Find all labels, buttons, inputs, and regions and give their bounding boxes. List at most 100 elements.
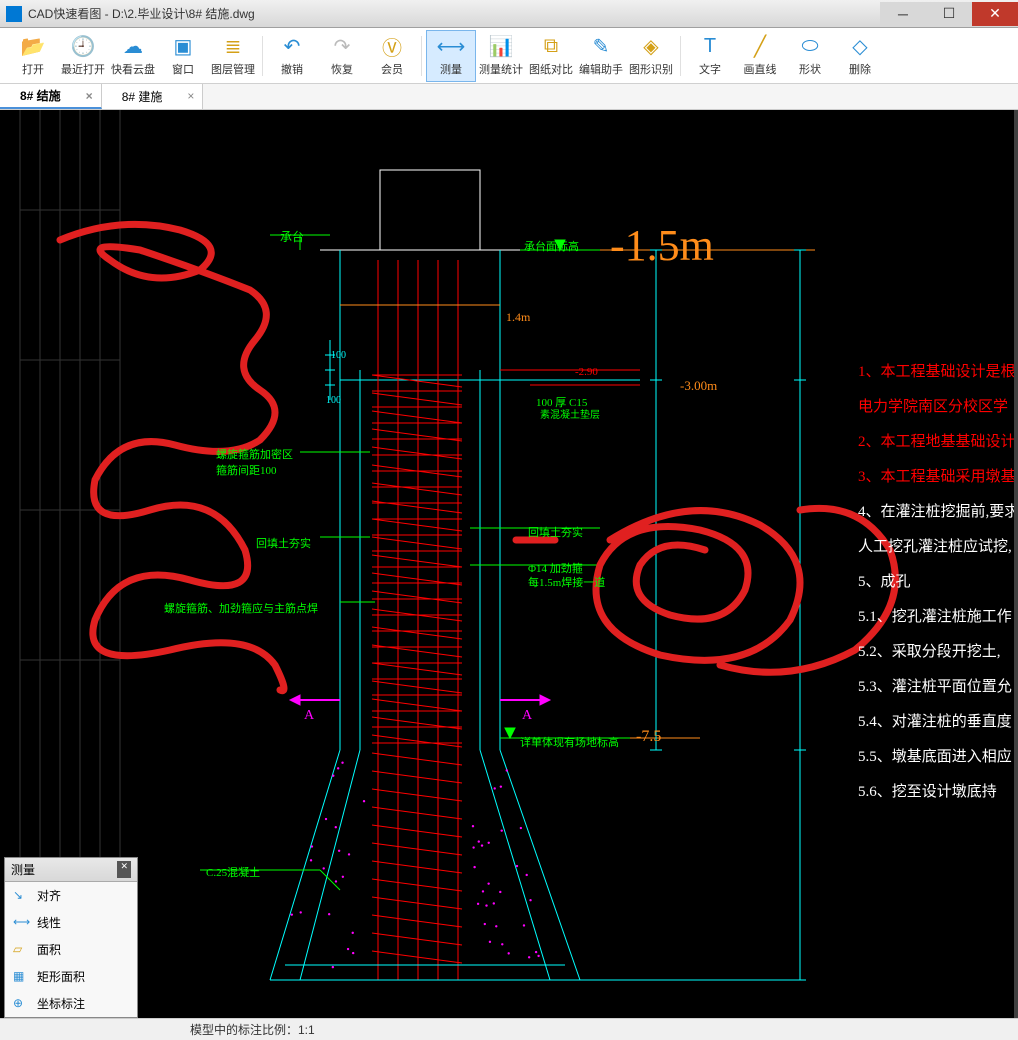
toolbar-label: 删除 xyxy=(849,61,871,77)
toolbar-打开[interactable]: 📂 打开 xyxy=(8,31,58,81)
toolbar-快看云盘[interactable]: ☁ 快看云盘 xyxy=(108,31,158,81)
titlebar: CAD快速看图 - D:\2.毕业设计\8# 结施.dwg ─ ☐ ✕ xyxy=(0,0,1018,28)
app-icon xyxy=(6,6,22,22)
toolbar-label: 编辑助手 xyxy=(579,61,623,77)
toolbar-label: 图层管理 xyxy=(211,61,255,77)
tab-bar: 8# 结施× 8# 建施 × xyxy=(0,84,1018,110)
toolbar-删除[interactable]: ◇ 删除 xyxy=(835,31,885,81)
toolbar-撤销[interactable]: ↶ 撤销 xyxy=(267,31,317,81)
cad-label-luoxuan1: 螺旋箍筋加密区 xyxy=(216,446,293,462)
measure-item-label: 面积 xyxy=(37,941,61,958)
toolbar-label: 会员 xyxy=(381,61,403,77)
toolbar-label: 恢复 xyxy=(331,61,353,77)
measure-panel-close-icon[interactable]: ✕ xyxy=(117,861,131,878)
window-title: CAD快速看图 - D:\2.毕业设计\8# 结施.dwg xyxy=(28,5,880,22)
toolbar-形状[interactable]: ⬭ 形状 xyxy=(785,31,835,81)
drawing-canvas[interactable]: -1.5m承台承台面标高1.4m100100-2.90-3.00m100 厚 C… xyxy=(0,110,1018,1018)
cad-label-chengtai: 承台 xyxy=(280,228,304,245)
measure-item-icon: ▦ xyxy=(13,969,29,985)
cad-label-huitian_r: 回填土夯实 xyxy=(528,524,583,540)
measure-panel-title-text: 测量 xyxy=(11,861,35,878)
note-line-5: 人工挖孔灌注桩应试挖, xyxy=(858,535,1018,556)
measure-item-label: 坐标标注 xyxy=(37,995,85,1012)
measure-panel[interactable]: 测量 ✕ ↘对齐⟷线性▱面积▦矩形面积 ⊕ 坐标标注 xyxy=(4,857,138,1018)
toolbar: 📂 打开🕘 最近打开☁ 快看云盘▣ 窗口≣ 图层管理↶ 撤销↷ 恢复Ⓥ 会员⟷ … xyxy=(0,28,1018,84)
measure-item-icon: ⟷ xyxy=(13,915,29,931)
toolbar-icon: Ⓥ xyxy=(380,35,404,59)
toolbar-label: 图纸对比 xyxy=(529,61,573,77)
note-line-3: 3、本工程基础采用墩基 xyxy=(858,465,1018,486)
cad-label-A_left: A xyxy=(304,708,314,724)
close-button[interactable]: ✕ xyxy=(972,2,1018,26)
toolbar-icon: ◇ xyxy=(848,35,872,59)
note-line-10: 5.4、对灌注桩的垂直度 xyxy=(858,710,1018,731)
note-line-2: 2、本工程地基基础设计 xyxy=(858,430,1018,451)
toolbar-icon: ⟷ xyxy=(439,35,463,59)
note-line-12: 5.6、挖至设计墩底持 xyxy=(858,780,1018,801)
drawing-notes: 1、本工程基础设计是根电力学院南区分校区学 2、本工程地基基础设计 3、本工程基础采… xyxy=(858,360,1018,801)
tab-8# 建施[interactable]: 8# 建施 × xyxy=(102,84,204,109)
cad-label-dim100: 100 xyxy=(331,350,346,361)
toolbar-icon: ↷ xyxy=(330,35,354,59)
toolbar-文字[interactable]: T 文字 xyxy=(685,31,735,81)
toolbar-label: 画直线 xyxy=(744,61,777,77)
toolbar-icon: 📊 xyxy=(489,35,513,59)
cad-label-A_right: A xyxy=(522,708,532,724)
toolbar-icon: ╱ xyxy=(748,35,772,59)
minimize-button[interactable]: ─ xyxy=(880,2,926,26)
cad-label-mei15: 每1.5m焊接一道 xyxy=(528,574,605,590)
note-line-1: 电力学院南区分校区学 xyxy=(858,395,1018,416)
toolbar-icon: ✎ xyxy=(589,35,613,59)
toolbar-icon: ⧉ xyxy=(539,35,563,59)
measure-item-矩形面积[interactable]: ▦矩形面积 xyxy=(5,963,137,990)
cad-label-dim100b: 100 xyxy=(326,395,341,406)
note-line-6: 5、成孔 xyxy=(858,570,1018,591)
note-line-11: 5.5、墩基底面进入相应 xyxy=(858,745,1018,766)
note-line-9: 5.3、灌注桩平面位置允 xyxy=(858,675,1018,696)
cad-label-huitian_l: 回填土夯实 xyxy=(256,535,311,551)
cad-label-neg75: -7.5 xyxy=(636,728,661,746)
tab-label: 8# 建施 xyxy=(122,88,163,105)
measure-item-坐标标注[interactable]: ⊕ 坐标标注 xyxy=(5,990,137,1017)
cad-label-dianceng_sub: 素混凝土垫层 xyxy=(540,406,600,421)
toolbar-图纸对比[interactable]: ⧉ 图纸对比 xyxy=(526,31,576,81)
cad-label-luoxuan2: 螺旋箍筋、加劲箍应与主筋点焊 xyxy=(164,600,318,616)
toolbar-icon: ≣ xyxy=(221,35,245,59)
tab-close-icon[interactable]: × xyxy=(187,89,194,103)
note-line-0: 1、本工程基础设计是根 xyxy=(858,360,1018,381)
cad-label-xiangdan: 详单体现有场地标高 xyxy=(520,734,619,750)
toolbar-icon: ◈ xyxy=(639,35,663,59)
measure-item-面积[interactable]: ▱面积 xyxy=(5,936,137,963)
toolbar-icon: T xyxy=(698,35,722,59)
toolbar-图形识别[interactable]: ◈ 图形识别 xyxy=(626,31,676,81)
toolbar-label: 撤销 xyxy=(281,61,303,77)
toolbar-测量[interactable]: ⟷ 测量 xyxy=(426,30,476,82)
toolbar-icon: 📂 xyxy=(21,35,45,59)
toolbar-会员[interactable]: Ⓥ 会员 xyxy=(367,31,417,81)
toolbar-label: 形状 xyxy=(799,61,821,77)
toolbar-图层管理[interactable]: ≣ 图层管理 xyxy=(208,31,258,81)
toolbar-最近打开[interactable]: 🕘 最近打开 xyxy=(58,31,108,81)
toolbar-icon: 🕘 xyxy=(71,35,95,59)
cad-label-neg300: -3.00m xyxy=(680,378,717,394)
measure-panel-title[interactable]: 测量 ✕ xyxy=(5,858,137,882)
toolbar-测量统计[interactable]: 📊 测量统计 xyxy=(476,31,526,81)
toolbar-恢复[interactable]: ↷ 恢复 xyxy=(317,31,367,81)
toolbar-画直线[interactable]: ╱ 画直线 xyxy=(735,31,785,81)
maximize-button[interactable]: ☐ xyxy=(926,2,972,26)
status-scale: 模型中的标注比例：1:1 xyxy=(190,1021,315,1038)
cad-label-luoxuan1b: 箍筋间距100 xyxy=(216,462,277,478)
measure-item-线性[interactable]: ⟷线性 xyxy=(5,909,137,936)
cad-label-c25: C.25混凝土 xyxy=(206,864,260,880)
vertical-scrollbar[interactable] xyxy=(1014,110,1018,1018)
toolbar-icon: ⬭ xyxy=(798,35,822,59)
toolbar-label: 窗口 xyxy=(172,61,194,77)
statusbar: 模型中的标注比例：1:1 xyxy=(0,1018,1018,1040)
measure-item-icon: ⊕ xyxy=(13,996,29,1012)
toolbar-窗口[interactable]: ▣ 窗口 xyxy=(158,31,208,81)
window-controls: ─ ☐ ✕ xyxy=(880,2,1018,26)
tab-8# 结施[interactable]: 8# 结施× xyxy=(0,84,102,109)
tab-close-icon[interactable]: × xyxy=(86,89,93,103)
toolbar-编辑助手[interactable]: ✎ 编辑助手 xyxy=(576,31,626,81)
measure-item-对齐[interactable]: ↘对齐 xyxy=(5,882,137,909)
